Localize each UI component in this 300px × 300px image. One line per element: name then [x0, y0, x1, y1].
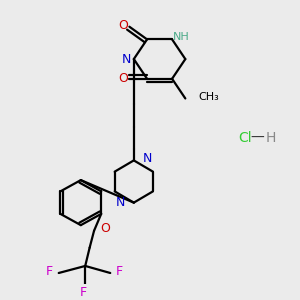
Text: O: O	[118, 19, 128, 32]
Text: —: —	[250, 131, 264, 145]
Text: F: F	[80, 286, 87, 298]
Text: O: O	[118, 72, 128, 85]
Text: Cl: Cl	[238, 131, 252, 145]
Text: O: O	[100, 222, 110, 235]
Text: N: N	[142, 152, 152, 166]
Text: N: N	[122, 52, 131, 66]
Text: F: F	[46, 265, 53, 278]
Text: NH: NH	[172, 32, 189, 42]
Text: CH₃: CH₃	[199, 92, 219, 102]
Text: H: H	[266, 131, 276, 145]
Text: N: N	[116, 196, 126, 209]
Text: F: F	[116, 265, 123, 278]
